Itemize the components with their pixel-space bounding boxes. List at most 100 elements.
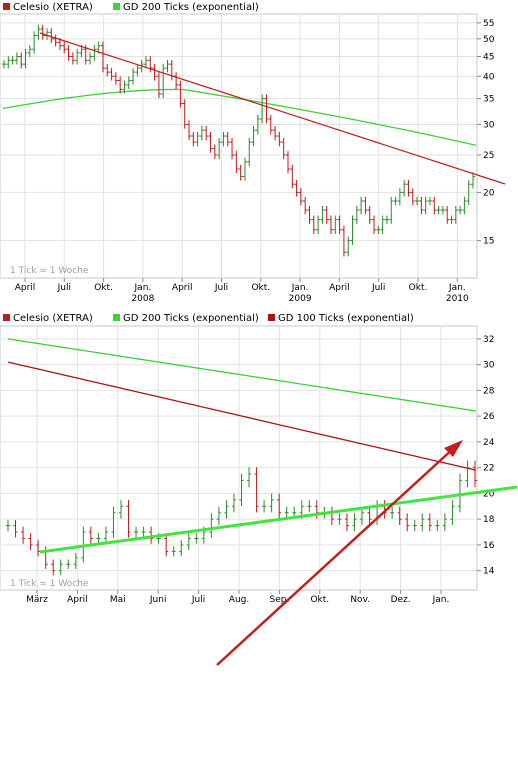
price-bar — [224, 500, 229, 519]
price-bar — [79, 45, 84, 58]
price-bar — [13, 519, 18, 538]
price-bar — [354, 205, 359, 224]
price-bar — [372, 215, 377, 235]
price-bar — [324, 205, 329, 224]
ma-lines-bottom — [7, 338, 477, 471]
price-bar — [187, 120, 192, 141]
x-tick-label: Dez. — [391, 595, 411, 605]
price-bar — [216, 506, 221, 525]
price-bar — [307, 205, 312, 224]
price-bar — [88, 52, 93, 65]
price-bar — [217, 137, 222, 160]
x-tick-label: Juni — [149, 595, 167, 605]
price-bar — [294, 180, 299, 197]
price-bar — [21, 526, 26, 544]
legend-swatch-ma200 — [113, 3, 120, 10]
price-bar — [96, 533, 101, 544]
price-bar — [273, 126, 278, 141]
price-bar — [384, 215, 389, 224]
price-bar — [14, 52, 19, 65]
price-bar — [473, 460, 477, 488]
price-bar — [402, 180, 407, 197]
price-bar — [242, 157, 247, 181]
y-tick-label: 28 — [483, 386, 495, 396]
y-tick-label: 50 — [483, 35, 495, 45]
price-bar — [277, 493, 282, 519]
price-bar — [118, 500, 123, 519]
x-tick-label: Aug. — [229, 595, 249, 605]
price-bar — [238, 164, 243, 181]
price-bar — [303, 196, 308, 215]
price-bar — [284, 506, 289, 519]
x-tick-label: Jan. — [448, 283, 466, 293]
x-tick-label: Okt. — [409, 283, 428, 293]
price-bar — [2, 60, 6, 69]
legend-label-ma100-b: GD 100 Ticks (exponential) — [278, 313, 414, 324]
price-bar — [285, 150, 290, 174]
price-bar — [320, 205, 325, 224]
ma-line — [2, 88, 477, 146]
price-bar — [36, 24, 41, 40]
price-bar — [435, 519, 440, 532]
price-bar — [397, 506, 402, 525]
arrow-shaft — [216, 446, 456, 666]
price-bar — [161, 63, 166, 99]
price-bar — [126, 500, 131, 538]
price-bar — [195, 131, 200, 147]
price-bar — [277, 131, 282, 147]
price-bar — [231, 493, 236, 513]
price-bar — [164, 533, 169, 557]
y-axis-bottom: 14 16 18 20 22 24 26 28 30 32 — [477, 335, 495, 577]
price-bar — [457, 473, 462, 513]
price-bar — [6, 519, 10, 532]
price-bar — [344, 513, 349, 532]
x-tick-label: Nov. — [350, 595, 370, 605]
price-bar — [405, 513, 410, 532]
arrow-head — [444, 440, 463, 457]
price-bar — [131, 67, 136, 85]
y-tick-label: 20 — [483, 489, 495, 499]
price-bar — [134, 526, 139, 538]
price-bar — [333, 215, 338, 235]
y-tick-label: 14 — [483, 567, 495, 577]
price-bar — [6, 56, 11, 69]
price-bar — [186, 533, 191, 551]
y-tick-label: 30 — [483, 120, 495, 130]
ma-line — [7, 338, 477, 412]
price-bar — [234, 150, 239, 174]
plot-frame-top — [0, 13, 478, 279]
price-bar — [171, 546, 176, 557]
x-tick-label: Okt. — [94, 283, 113, 293]
price-bar — [367, 205, 372, 224]
y-tick-label: 25 — [483, 151, 494, 161]
legend-swatch-price-b — [3, 314, 10, 321]
price-bar — [66, 45, 71, 61]
y-tick-label: 24 — [483, 438, 495, 448]
price-bar — [390, 506, 395, 519]
price-bar — [58, 559, 63, 576]
price-bar — [254, 467, 259, 513]
price-bar — [269, 493, 274, 513]
price-bar — [432, 196, 437, 215]
y-tick-label: 30 — [483, 361, 495, 371]
price-bar — [427, 513, 432, 532]
price-bar — [406, 180, 411, 197]
legend-swatch-price — [3, 3, 10, 10]
price-bar — [23, 48, 28, 69]
price-bar — [389, 196, 394, 224]
price-bar — [75, 48, 80, 65]
price-bar — [311, 215, 316, 235]
ma200-line-top — [2, 88, 477, 146]
x-tick-label: Okt. — [310, 595, 329, 605]
footnote-bottom: 1 Tick = 1 Woche — [10, 579, 89, 589]
price-bar — [225, 131, 230, 147]
price-bar — [453, 205, 458, 224]
price-bar — [32, 31, 37, 54]
price-bar — [141, 526, 146, 538]
price-bar — [105, 63, 110, 77]
y-axis-top: 15 20 25 30 35 40 45 50 55 — [477, 19, 495, 247]
price-bar — [465, 460, 470, 488]
x-tick-label: Juli — [371, 283, 385, 293]
x-tick-label: Juli — [214, 283, 228, 293]
